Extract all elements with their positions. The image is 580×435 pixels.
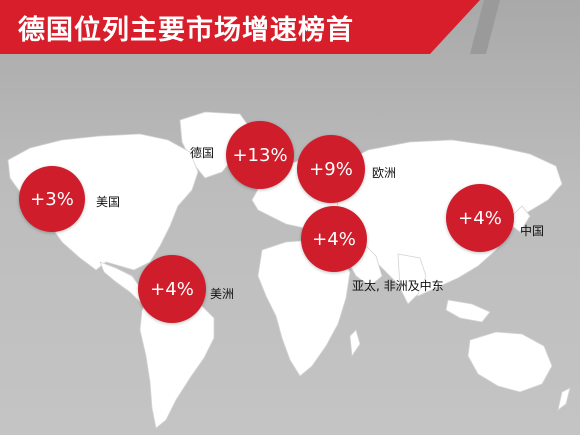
market-label-europe: 欧洲 bbox=[372, 166, 397, 180]
southeast-asia-shape bbox=[445, 299, 491, 323]
page-title: 德国位列主要市场增速榜首 bbox=[18, 15, 354, 46]
market-label-germany: 德国 bbox=[190, 146, 215, 160]
market-label-americas: 美洲 bbox=[210, 287, 235, 301]
market-value-apac: +4% bbox=[312, 228, 356, 250]
market-bubble-usa: +3% bbox=[19, 166, 85, 232]
south-america-shape bbox=[139, 291, 215, 429]
market-value-china: +4% bbox=[458, 207, 502, 229]
market-label-apac: 亚太, 非洲及中东 bbox=[352, 279, 444, 293]
market-bubble-americas: +4% bbox=[138, 255, 206, 323]
title-banner: 德国位列主要市场增速榜首 bbox=[0, 0, 480, 54]
market-bubble-germany: +13% bbox=[226, 121, 294, 189]
australia-shape bbox=[467, 331, 553, 393]
madagascar-shape bbox=[349, 329, 361, 358]
market-label-usa: 美国 bbox=[96, 195, 121, 209]
market-bubble-china: +4% bbox=[446, 184, 514, 252]
new-zealand-shape bbox=[557, 387, 571, 411]
market-bubble-europe: +9% bbox=[297, 135, 365, 203]
market-value-germany: +13% bbox=[232, 144, 288, 166]
india-shape bbox=[397, 253, 427, 305]
market-value-usa: +3% bbox=[30, 188, 74, 210]
market-value-americas: +4% bbox=[150, 278, 194, 300]
market-value-europe: +9% bbox=[309, 158, 353, 180]
market-bubble-apac: +4% bbox=[301, 206, 367, 272]
market-label-china: 中国 bbox=[520, 224, 545, 238]
